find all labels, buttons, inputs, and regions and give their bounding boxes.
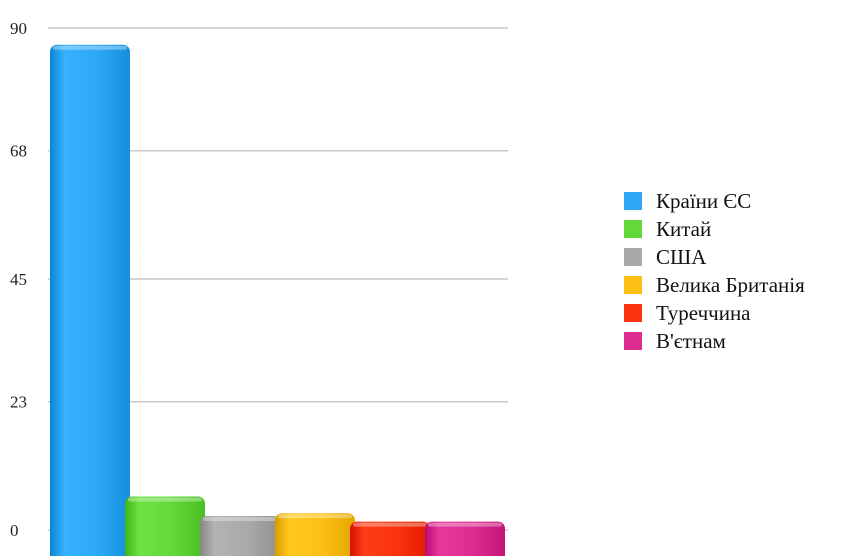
- y-axis-ticks: 0 23 45 68 90: [10, 19, 27, 540]
- y-tick-label: 68: [10, 142, 27, 161]
- legend-label: Велика Британія: [656, 272, 805, 297]
- legend-swatch: [624, 220, 642, 238]
- bar-3: [275, 513, 355, 556]
- bars: [50, 44, 505, 556]
- y-tick-label: 23: [10, 393, 27, 412]
- bar-4: [350, 521, 430, 556]
- legend-item: Велика Британія: [624, 271, 805, 299]
- bar-highlight: [128, 497, 202, 502]
- legend-swatch: [624, 248, 642, 266]
- legend-item: США: [624, 243, 805, 271]
- bar-5: [425, 521, 505, 556]
- legend-item: Туреччина: [624, 299, 805, 327]
- bar-2: [200, 516, 280, 556]
- bar-1: [125, 496, 205, 556]
- bar-0: [50, 44, 130, 556]
- y-tick-label: 45: [10, 270, 27, 289]
- bar-highlight: [428, 522, 502, 527]
- legend-item: Країни ЄС: [624, 187, 805, 215]
- y-tick-label: 0: [10, 521, 19, 540]
- bar-highlight: [353, 522, 427, 527]
- legend-label: Країни ЄС: [656, 188, 752, 213]
- legend-swatch: [624, 192, 642, 210]
- bar-highlight: [203, 517, 277, 522]
- y-tick-label: 90: [10, 19, 27, 38]
- legend-item: Китай: [624, 215, 805, 243]
- legend-swatch: [624, 332, 642, 350]
- legend-label: Китай: [656, 216, 712, 241]
- legend-item: В'єтнам: [624, 327, 805, 355]
- legend-label: В'єтнам: [656, 328, 726, 353]
- legend-swatch: [624, 276, 642, 294]
- bar-highlight: [53, 45, 127, 50]
- legend: Країни ЄС Китай США Велика Британія Туреччин…: [624, 187, 805, 355]
- legend-label: Туреччина: [656, 300, 751, 325]
- legend-label: США: [656, 244, 707, 269]
- bar-highlight: [278, 514, 352, 519]
- legend-swatch: [624, 304, 642, 322]
